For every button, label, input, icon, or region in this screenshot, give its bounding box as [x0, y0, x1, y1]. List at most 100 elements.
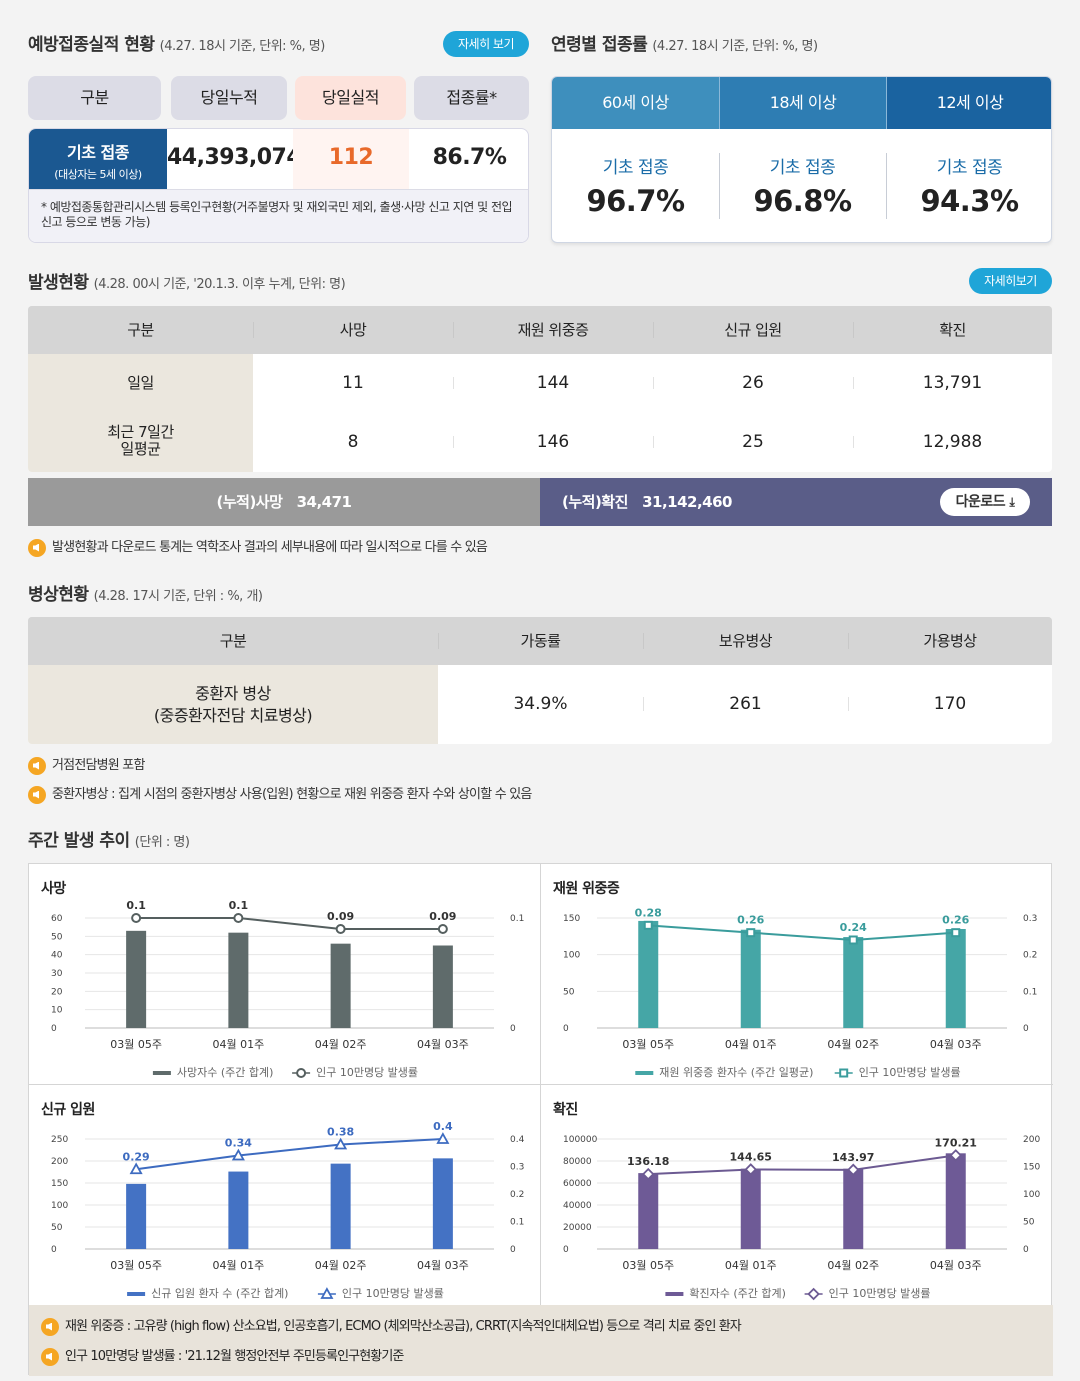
x-tick-label: 04월 01주 — [725, 1038, 777, 1051]
bar — [330, 1163, 351, 1249]
col-header: 보유병상 — [643, 617, 848, 665]
col-header: 사망 — [253, 306, 453, 354]
cumulative-confirmed-bar: (누적)확진 31,142,460 다운로드 ⤓ — [540, 478, 1052, 526]
table-cell: 170 — [933, 694, 967, 714]
col-header: 가동률 — [438, 617, 643, 665]
col-header: 구분 — [28, 306, 253, 354]
line-point — [641, 1167, 655, 1181]
cum-conf-label: (누적)확진 — [562, 493, 628, 511]
download-button[interactable]: 다운로드 ⤓ — [940, 488, 1030, 516]
table-cell: 11 — [342, 373, 364, 393]
table-cell: 34.9% — [513, 694, 568, 714]
beds-subtitle: (4.28. 17시 기준, 단위 : %, 개) — [93, 589, 263, 604]
y2-tick-label: 0.3 — [510, 1163, 524, 1173]
speaker-icon — [28, 756, 46, 775]
y-tick-label: 50 — [51, 932, 63, 942]
line-point — [744, 1163, 758, 1176]
bar — [740, 1168, 761, 1249]
line-point — [437, 924, 448, 934]
series-line — [136, 917, 443, 930]
x-tick-label: 04월 02주 — [315, 1038, 367, 1051]
col-header: 신규 입원 — [653, 306, 853, 354]
data-label: 143.97 — [832, 1151, 874, 1164]
footnote-1-text: 재원 위중증 : 고유량 (high flow) 산소요법, 인공호흡기, EC… — [65, 1319, 742, 1334]
critical-chart-svg: 0 50 100 150 0 0.1 0.2 0.3 03월 05주 04월 01주 04월 02주… — [563, 906, 1037, 1079]
age-rate-title: 연령별 접종률 — [551, 35, 648, 55]
death-chart-svg: 0 10 20 30 40 50 60 0 0.1 03월 05주 04월 01주 04월 02주 04… — [51, 899, 524, 1079]
line-point — [436, 1132, 450, 1144]
vacc-header-today: 당일실적 — [295, 76, 406, 120]
chart-title: 사망 — [41, 881, 66, 897]
table-cell: 8 — [347, 432, 359, 452]
cum-death-label: (누적)사망 — [216, 493, 283, 511]
occurrence-detail-button[interactable]: 자세히보기 — [969, 268, 1052, 294]
data-label: 0.29 — [123, 1150, 150, 1163]
speaker-icon — [28, 785, 46, 804]
speaker-icon — [28, 538, 46, 557]
line-point — [231, 1148, 245, 1161]
data-label: 0.1 — [229, 899, 249, 912]
cum-death-value: 34,471 — [296, 493, 352, 511]
x-tick-label: 04월 02주 — [315, 1259, 367, 1272]
x-tick-label: 04월 02주 — [827, 1259, 879, 1272]
tab-18-plus[interactable]: 18세 이상 — [719, 77, 886, 129]
divider — [886, 153, 887, 219]
data-label: 0.24 — [840, 921, 867, 934]
vacc-header-cumulative: 당일누적 — [171, 76, 287, 120]
line-point — [334, 1137, 348, 1150]
weekly-charts-panel: 사망 0 10 20 30 40 50 60 0 0.1 03월 05주 04월 01주 04월 02… — [28, 863, 1053, 1376]
tab-60-plus[interactable]: 60세 이상 — [552, 77, 719, 129]
download-icon: ⤓ — [1009, 495, 1015, 509]
bar — [330, 943, 351, 1028]
y-tick-label: 30 — [51, 969, 63, 979]
vaccination-subtitle: (4.27. 18시 기준, 단위: %, 명) — [159, 39, 326, 54]
occurrence-section-title: 발생현황 (4.28. 00시 기준, '20.1.3. 이후 누계, 단위: … — [28, 268, 346, 293]
y-tick-label: 10 — [51, 1006, 63, 1016]
y-tick-label: 50 — [563, 987, 575, 997]
age-col-value: 96.8% — [753, 184, 852, 218]
x-tick-label: 03월 05주 — [622, 1259, 674, 1272]
weekly-section-title: 주간 발생 추이 (단위 : 명) — [28, 826, 190, 851]
cumulative-confirmed-text: (누적)확진 31,142,460 — [562, 478, 732, 526]
data-label: 170.21 — [935, 1136, 977, 1149]
y-tick-label: 100000 — [563, 1135, 598, 1145]
age-rate-section-title: 연령별 접종률 (4.27. 18시 기준, 단위: %, 명) — [551, 30, 818, 55]
age-col-60: 기초 접종 96.7% — [552, 129, 719, 242]
cumulative-death-text: (누적)사망 34,471 — [28, 478, 540, 526]
vaccination-detail-button[interactable]: 자세히 보기 — [443, 31, 529, 57]
legend-label: 인구 10만명당 발생률 — [829, 1287, 931, 1300]
line-point — [320, 1287, 334, 1299]
table-cell: 26 — [742, 373, 764, 393]
occurrence-notice: 발생현황과 다운로드 통계는 역학조사 결과의 세부내용에 따라 일시적으로 다… — [28, 536, 488, 557]
series-line — [135, 1138, 443, 1171]
row-label-icu: 중환자 병상 (중증환자전담 치료병상) — [28, 665, 438, 744]
line-point — [129, 1162, 143, 1175]
data-label: 0.26 — [737, 914, 764, 927]
x-tick-label: 03월 05주 — [622, 1038, 674, 1051]
vacc-today-value: 112 — [293, 129, 409, 189]
legend-bar-swatch — [635, 1071, 654, 1075]
line-point — [643, 920, 653, 930]
bar — [126, 1183, 147, 1249]
occurrence-table: 구분 사망 재원 위중증 신규 입원 확진 일일 11 144 26 13,79… — [28, 306, 1052, 472]
beds-title: 병상현황 — [28, 585, 89, 605]
bar — [432, 1158, 453, 1249]
data-label: 0.28 — [635, 906, 662, 919]
table-cell: 144 — [536, 373, 570, 393]
line-point — [839, 1068, 849, 1078]
tab-12-plus[interactable]: 12세 이상 — [886, 77, 1051, 129]
line-point — [807, 1287, 820, 1301]
vacc-header-rate: 접종률* — [414, 76, 529, 120]
age-col-label: 기초 접종 — [602, 158, 669, 178]
y2-tick-label: 0 — [1023, 1024, 1029, 1034]
vacc-header-category: 구분 — [28, 76, 161, 120]
legend-label: 확진자수 (주간 합계) — [689, 1287, 786, 1300]
legend-label: 신규 입원 환자 수 (주간 합계) — [151, 1287, 288, 1300]
x-tick-label: 03월 05주 — [110, 1038, 162, 1051]
data-label: 0.38 — [327, 1126, 354, 1139]
y-tick-label: 250 — [51, 1135, 68, 1145]
beds-notice-2: 중환자병상 : 집계 시점의 중환자병상 사용(입원) 현황으로 재원 위중증 … — [28, 783, 532, 804]
vaccination-title: 예방접종실적 현황 — [28, 35, 155, 55]
data-label: 0.26 — [942, 914, 969, 927]
bar — [432, 945, 453, 1028]
